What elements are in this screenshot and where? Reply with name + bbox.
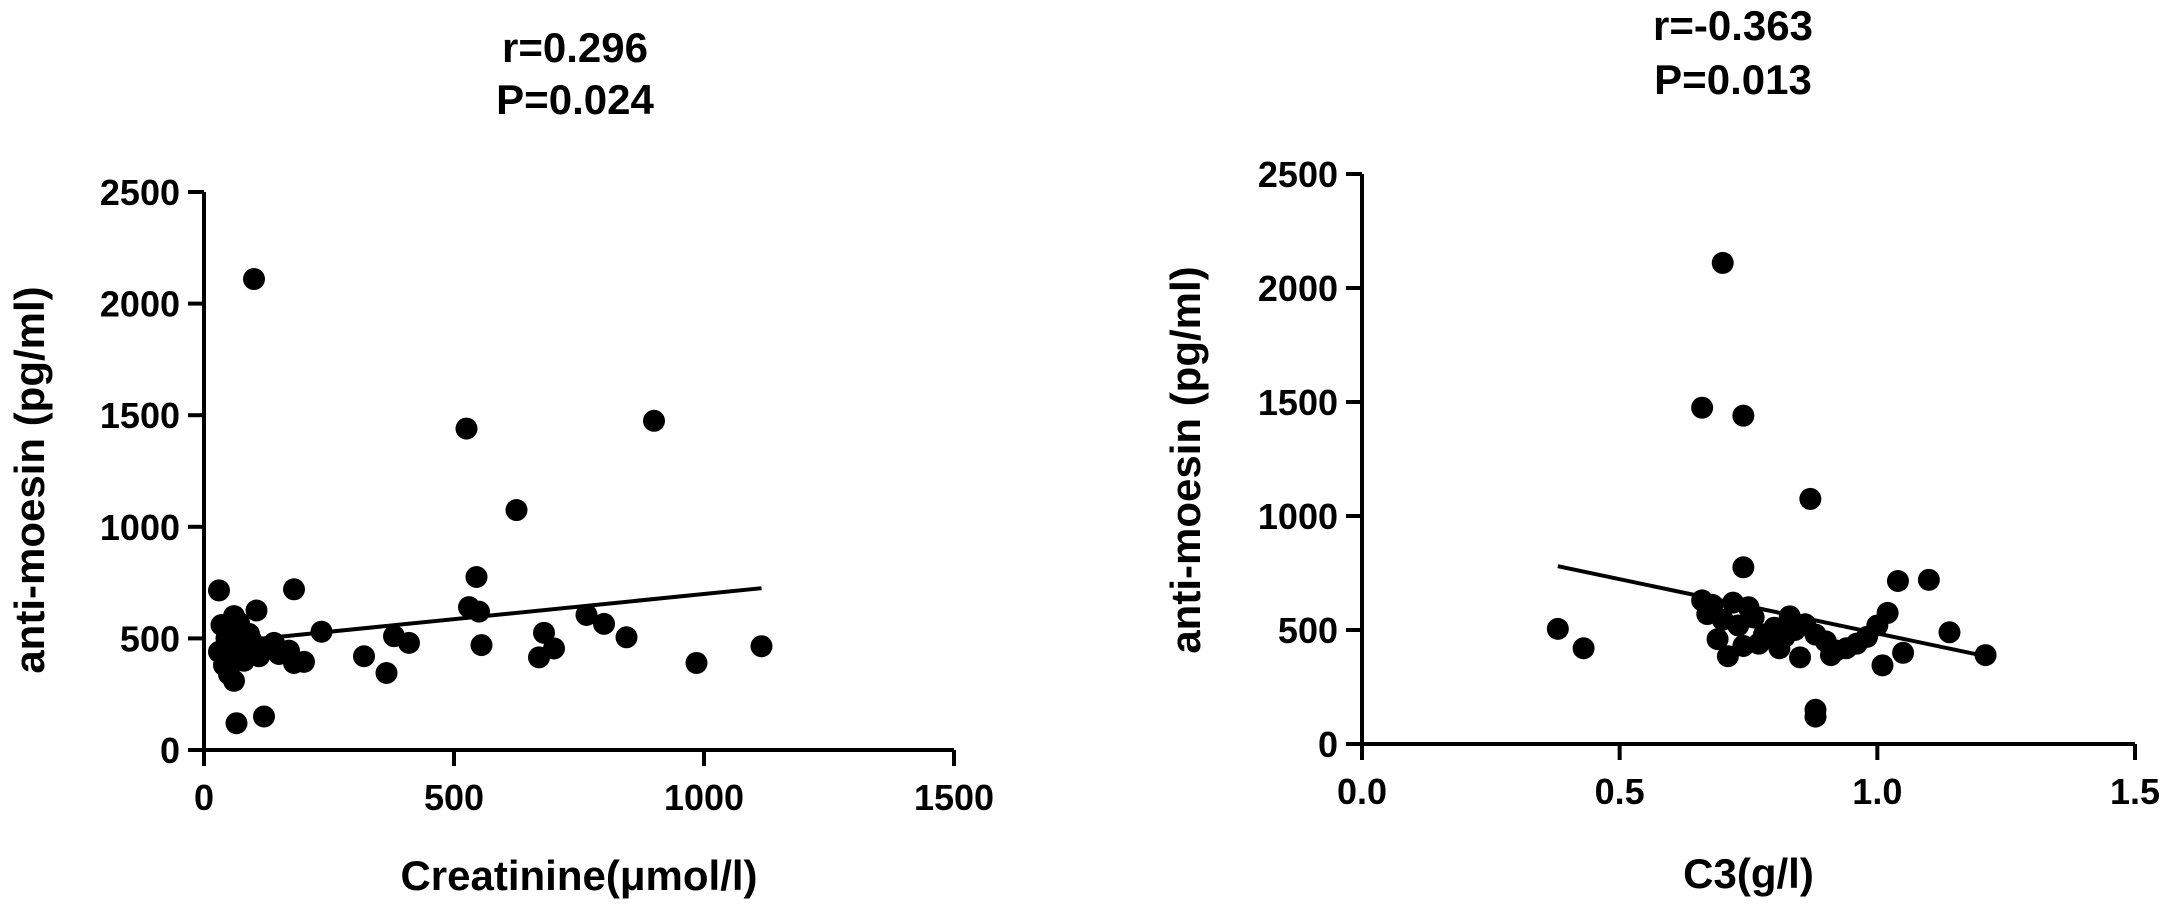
data-point [208, 579, 230, 602]
x-tick-label: 1.5 [2110, 771, 2160, 812]
data-point [593, 612, 615, 635]
data-point [505, 499, 528, 522]
data-point [1799, 487, 1822, 510]
data-point [1938, 621, 1961, 644]
data-point [243, 268, 265, 291]
data-point [228, 611, 250, 634]
data-point [1778, 605, 1801, 628]
y-axis-label: anti-moesin (pg/ml) [1162, 266, 1209, 653]
x-tick-label: 500 [424, 777, 484, 818]
x-tick-label: 0 [194, 777, 214, 818]
data-point [533, 621, 555, 644]
chart-panel-creatinine: r=0.296 P=0.024 0 500 1000 1500 2000 2500 0 500… [6, 24, 994, 899]
data-point [1876, 601, 1899, 624]
y-tick-label: 500 [120, 618, 180, 659]
data-point [615, 626, 638, 649]
scatter-plot-creatinine: 0 500 1000 1500 2000 2500 0 500 1000 1500 Creatini… [6, 172, 994, 899]
data-point [1892, 641, 1915, 664]
data-point [643, 409, 665, 432]
y-tick-label: 2500 [1258, 154, 1338, 195]
data-point [455, 417, 478, 440]
data-point [1789, 646, 1812, 669]
data-point [293, 650, 315, 673]
y-tick-label: 2000 [1258, 268, 1338, 309]
data-point [1742, 606, 1765, 629]
data-point [398, 631, 420, 654]
data-point [223, 669, 245, 692]
data-point [225, 712, 248, 735]
chart-panel-c3: r=-0.363 P=0.013 0 500 1000 1500 2000 2500 0.0… [1088, 0, 2175, 906]
data-point [468, 600, 490, 623]
data-point [1732, 404, 1755, 427]
data-point [1711, 251, 1734, 274]
data-point [1768, 637, 1791, 660]
data-point [1716, 645, 1739, 668]
data-point [528, 646, 550, 669]
x-tick-label: 0.5 [1595, 771, 1645, 812]
x-tick-label: 1.0 [1852, 771, 1902, 812]
data-point [575, 603, 598, 626]
y-tick-label: 2500 [100, 172, 180, 213]
y-tick-label: 1500 [1258, 382, 1338, 423]
regression-line [218, 586, 762, 645]
data-point [283, 578, 305, 601]
data-point [310, 620, 333, 643]
y-tick-label: 0 [1318, 724, 1338, 765]
x-tick-label: 1000 [664, 777, 744, 818]
chart-title: r=-0.363 [1653, 2, 1813, 49]
data-point [1747, 632, 1770, 655]
data-point [1819, 644, 1842, 667]
y-tick-label: 2000 [100, 284, 180, 325]
data-point [1572, 637, 1595, 660]
chart-title: r=0.296 [502, 24, 648, 71]
chart-subtitle: P=0.024 [496, 76, 654, 123]
data-point [1706, 628, 1729, 651]
x-tick-label: 1500 [914, 777, 994, 818]
data-point [1871, 654, 1894, 677]
data-point [1546, 617, 1569, 640]
data-point [245, 599, 268, 622]
y-tick-label: 0 [160, 730, 180, 771]
y-tick-label: 500 [1278, 610, 1338, 651]
data-point [1691, 396, 1714, 419]
data-point [1804, 705, 1827, 728]
x-axis-label: C3(g/l) [1683, 850, 1814, 897]
data-point [268, 643, 290, 666]
data-point [1974, 644, 1997, 667]
y-axis-label: anti-moesin (pg/ml) [6, 286, 53, 673]
data-point [685, 651, 708, 674]
y-tick-label: 1000 [100, 507, 180, 548]
data-point [1732, 556, 1755, 579]
scatter-plot-c3: 0 500 1000 1500 2000 2500 0.0 0.5 1.0 1.5 C3(g/l) a… [1162, 154, 2160, 897]
y-tick-label: 1000 [1258, 496, 1338, 537]
data-point [750, 635, 773, 658]
y-tick-label: 1500 [100, 395, 180, 436]
data-point [1917, 568, 1940, 591]
data-point [375, 661, 398, 684]
x-tick-label: 0.0 [1337, 771, 1387, 812]
x-axis-label: Creatinine(μmol/l) [400, 852, 757, 899]
data-point [353, 645, 375, 668]
data-point [465, 566, 488, 589]
regression-line [1557, 564, 1986, 659]
data-point [253, 705, 275, 728]
data-point [1886, 569, 1909, 592]
data-point [470, 634, 493, 657]
chart-subtitle: P=0.013 [1654, 56, 1812, 103]
data-point [210, 614, 233, 637]
data-point [248, 645, 270, 668]
